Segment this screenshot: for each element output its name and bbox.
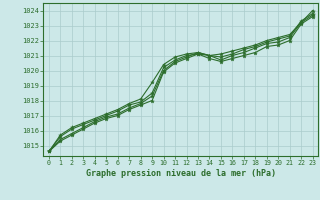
X-axis label: Graphe pression niveau de la mer (hPa): Graphe pression niveau de la mer (hPa) (86, 169, 276, 178)
